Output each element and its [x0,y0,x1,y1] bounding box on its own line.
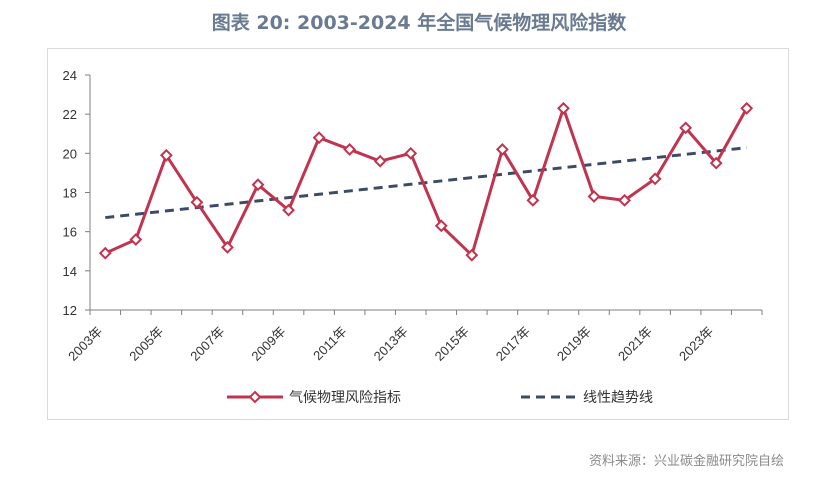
x-tick-label: 2021年 [615,324,655,364]
data-point [373,154,387,168]
data-point [404,146,418,160]
x-tick-label: 2009年 [248,324,288,364]
legend-series-label: 气候物理风险指标 [289,390,401,406]
data-point [434,219,448,233]
x-tick-label: 2005年 [126,324,166,364]
x-tick-label: 2013年 [371,324,411,364]
data-point [465,248,479,262]
data-point [221,240,234,254]
data-point [282,203,295,217]
data-point [159,148,173,162]
x-tick-label: 2007年 [187,324,227,364]
data-point [98,246,112,260]
data-point [251,178,265,192]
chart-frame [47,48,789,420]
source-note: 资料来源：兴业碳金融研究院自绘 [588,454,784,469]
x-tick-label: 2019年 [554,324,594,364]
x-tick-label: 2017年 [493,324,533,364]
data-point [618,193,631,207]
trend-line [105,146,747,220]
data-point [648,172,662,186]
data-point [495,143,509,156]
data-point [557,101,570,115]
x-tick-label: 2015年 [432,324,472,364]
data-point [190,195,204,209]
y-tick-label: 24 [63,68,77,83]
data-point [526,193,540,207]
y-tick-label: 12 [63,303,77,318]
y-tick-label: 20 [63,146,77,161]
series-line [104,106,749,257]
data-point [312,131,326,145]
x-tick-label: 2011年 [310,324,350,364]
y-tick-label: 16 [63,225,77,240]
data-point [129,233,143,246]
x-tick-label: 2023年 [676,324,716,364]
x-tick-label: 2003年 [65,324,105,364]
data-point [709,156,723,170]
chart-title: 图表 20: 2003-2024 年全国气候物理风险指数 [211,12,627,34]
y-tick-label: 22 [63,107,77,122]
y-tick-label: 18 [63,186,77,201]
legend-trend-label: 线性趋势线 [583,390,653,406]
data-point [587,190,601,203]
data-point [343,143,357,156]
y-tick-label: 14 [63,264,77,279]
data-point [679,121,693,135]
data-point [740,101,754,115]
legend-series-marker [248,390,262,404]
